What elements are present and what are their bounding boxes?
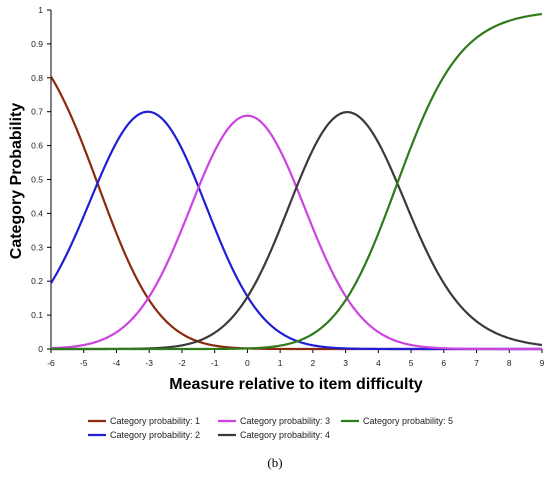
x-tick-label: 6: [441, 358, 446, 368]
plot-frame: [50, 10, 542, 350]
x-tick-label: 5: [409, 358, 414, 368]
y-tick-label: 1: [38, 5, 43, 15]
y-tick-label: 0.3: [31, 242, 43, 252]
legend-item-2: Category probability: 2: [88, 430, 200, 440]
y-tick-label: 0.2: [31, 276, 43, 286]
y-tick-label: 0.4: [31, 208, 43, 218]
y-axis: 0 0.1 0.2 0.3 0.4 0.5 0.6 0.7 0.8 0.9 1: [31, 5, 51, 354]
legend-item-3: Category probability: 3: [218, 416, 330, 426]
legend-item-5: Category probability: 5: [341, 416, 453, 426]
x-axis-title: Measure relative to item difficulty: [169, 376, 423, 393]
series-line-4: [51, 111, 543, 351]
y-tick-label: 0.9: [31, 39, 43, 49]
legend: Category probability: 1 Category probabil…: [88, 416, 453, 440]
series-line-1: [50, 76, 542, 351]
legend-item-1: Category probability: 1: [88, 416, 200, 426]
legend-label: Category probability: 5: [363, 416, 453, 426]
legend-label: Category probability: 3: [240, 416, 330, 426]
x-tick-label: 0: [245, 358, 250, 368]
y-tick-label: 0: [38, 344, 43, 354]
x-tick-label: 3: [343, 358, 348, 368]
y-axis-title: Category Probability: [8, 103, 25, 260]
x-axis: -6 -5 -4 -3 -2 -1 0 1 2 3 4 5 6 7 8 9: [47, 349, 545, 368]
legend-label: Category probability: 1: [110, 416, 200, 426]
legend-label: Category probability: 2: [110, 430, 200, 440]
series-line-5: [51, 12, 543, 351]
x-tick-label: 4: [376, 358, 381, 368]
y-tick-label: 0.1: [31, 310, 43, 320]
y-tick-label: 0.8: [31, 73, 43, 83]
x-tick-label: -4: [113, 358, 121, 368]
figure-caption: (b): [267, 455, 282, 470]
y-tick-label: 0.5: [31, 175, 43, 185]
x-tick-label: -6: [47, 358, 55, 368]
y-tick-label: 0.7: [31, 107, 43, 117]
x-tick-label: -1: [211, 358, 219, 368]
x-tick-label: 9: [540, 358, 545, 368]
x-tick-label: -3: [145, 358, 153, 368]
x-tick-label: -2: [178, 358, 186, 368]
x-tick-label: 7: [474, 358, 479, 368]
legend-label: Category probability: 4: [240, 430, 330, 440]
x-tick-label: 2: [310, 358, 315, 368]
x-tick-label: 8: [507, 358, 512, 368]
legend-item-4: Category probability: 4: [218, 430, 330, 440]
series-lines: [50, 12, 543, 351]
x-tick-label: 1: [278, 358, 283, 368]
y-tick-label: 0.6: [31, 141, 43, 151]
x-tick-label: -5: [80, 358, 88, 368]
